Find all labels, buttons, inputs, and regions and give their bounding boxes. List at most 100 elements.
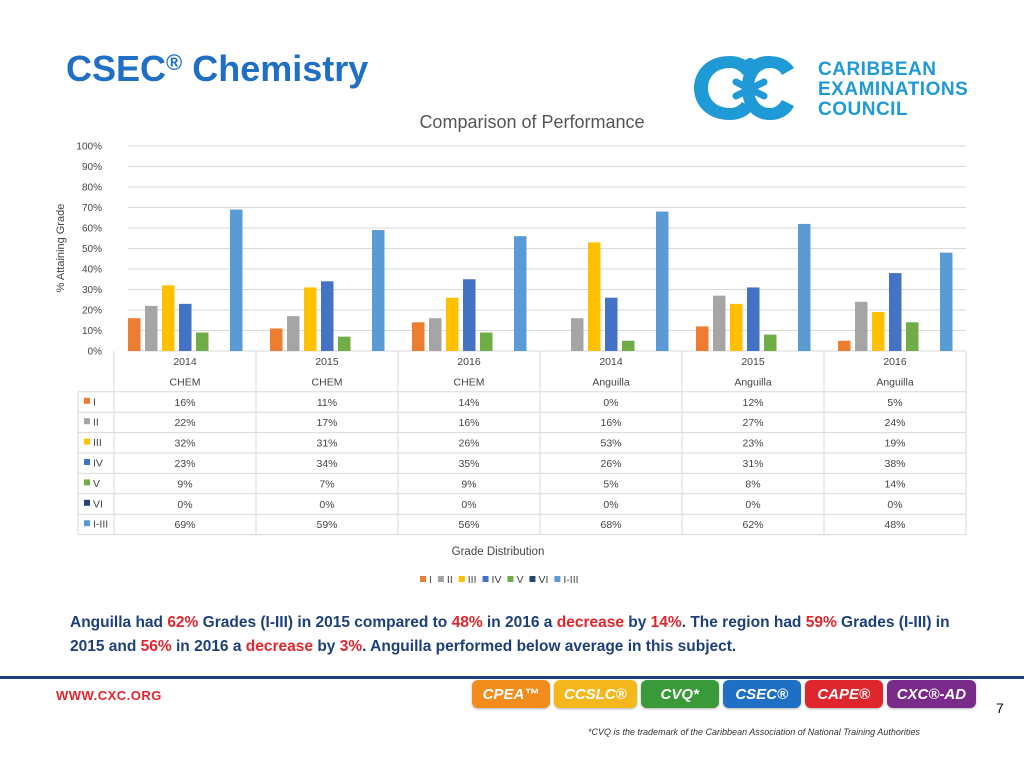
table-series-name: III xyxy=(93,437,102,449)
chart: 0% 10% 20% 30% 40% 50% 60% 70% 80% 90% 100% % Attai… xyxy=(55,142,967,586)
data-label: 0% xyxy=(177,499,192,511)
website-link[interactable]: WWW.CXC.ORG xyxy=(56,688,162,703)
y-tick-label: 30% xyxy=(82,285,102,296)
data-label: 0% xyxy=(461,499,476,511)
data-label: 0% xyxy=(319,499,334,511)
org-name-line2: EXAMINATIONS xyxy=(818,79,969,100)
x-tick-group: CHEM xyxy=(170,376,201,388)
y-tick-label: 50% xyxy=(82,244,102,255)
y-tick-label: 40% xyxy=(82,265,102,276)
data-label: 19% xyxy=(884,438,905,450)
page-number: 7 xyxy=(996,700,1004,716)
data-label: 62% xyxy=(742,519,763,531)
data-label: 5% xyxy=(603,478,618,490)
footer-divider xyxy=(0,676,1024,679)
chart-title: Comparison of Performance xyxy=(419,112,645,132)
summary-text: Anguilla had 62% Grades (I-III) in 2015 … xyxy=(70,614,950,655)
table-series-name: V xyxy=(93,478,100,490)
legend-key-V xyxy=(507,576,514,582)
y-tick-label: 100% xyxy=(76,142,102,153)
data-label: 31% xyxy=(742,458,763,470)
data-label: 16% xyxy=(458,417,479,429)
data-label: 0% xyxy=(745,499,760,511)
data-label: 38% xyxy=(884,458,905,470)
data-label: 0% xyxy=(603,397,618,409)
bar-V-5 xyxy=(906,322,919,351)
org-name-line1: CARIBBEAN xyxy=(818,59,937,80)
data-label: 48% xyxy=(884,519,905,531)
bar-II-5 xyxy=(855,301,868,351)
table-series-name: II xyxy=(93,417,99,429)
bar-II-2 xyxy=(429,318,442,351)
data-label: 31% xyxy=(316,438,337,450)
legend-label-III: III xyxy=(468,574,477,586)
table-series-name: IV xyxy=(93,458,103,470)
bar-I-III-2 xyxy=(514,236,527,351)
bar-V-3 xyxy=(622,340,635,351)
y-tick-label: 10% xyxy=(82,326,102,337)
org-name-line3: COUNCIL xyxy=(818,99,909,120)
x-axis-label: Grade Distribution xyxy=(452,546,545,558)
x-tick-group: Anguilla xyxy=(876,376,914,388)
data-label: 16% xyxy=(600,417,621,429)
data-label: 0% xyxy=(603,499,618,511)
bar-V-2 xyxy=(480,332,493,351)
data-label: 8% xyxy=(745,478,760,490)
x-tick-year: 2015 xyxy=(741,356,765,368)
legend-key-I-III xyxy=(554,576,561,582)
program-badges: CPEA™ CCSLC® CVQ* CSEC® CAPE® CXC®-AD xyxy=(472,680,977,708)
x-tick-year: 2014 xyxy=(599,356,623,368)
x-tick-group: CHEM xyxy=(454,376,485,388)
data-label: 23% xyxy=(174,458,195,470)
slide-title: CSEC® Chemistry xyxy=(66,48,369,89)
legend-label-IV: IV xyxy=(492,574,502,586)
x-tick-year: 2014 xyxy=(173,356,197,368)
data-label: 56% xyxy=(458,519,479,531)
table-legend-key xyxy=(84,418,90,425)
table-legend-key xyxy=(84,438,90,445)
x-tick-group: Anguilla xyxy=(592,376,630,388)
data-label: 24% xyxy=(884,417,905,429)
y-tick-label: 70% xyxy=(82,203,102,214)
bar-II-1 xyxy=(287,316,300,351)
data-label: 0% xyxy=(887,499,902,511)
data-label: 14% xyxy=(458,397,479,409)
bar-IV-5 xyxy=(889,273,902,351)
data-label: 11% xyxy=(317,397,337,409)
legend-key-III xyxy=(458,576,465,582)
table-legend-key xyxy=(84,499,90,506)
bar-II-3 xyxy=(571,318,584,351)
bar-I-III-3 xyxy=(656,211,669,351)
legend-key-I xyxy=(420,576,426,582)
data-label: 7% xyxy=(319,478,334,490)
trademark-note: *CVQ is the trademark of the Caribbean A… xyxy=(588,727,920,737)
badge-ccslc: CCSLC® xyxy=(554,680,637,708)
table-series-name: I-III xyxy=(93,519,108,531)
y-tick-label: 60% xyxy=(82,224,102,235)
table-series-name: I xyxy=(93,396,96,408)
data-label: 16% xyxy=(174,397,195,409)
y-tick-label: 0% xyxy=(88,347,103,358)
data-label: 27% xyxy=(742,417,763,429)
data-label: 26% xyxy=(458,438,479,450)
bar-I-5 xyxy=(838,340,851,351)
y-tick-label: 80% xyxy=(82,183,102,194)
legend-label-II: II xyxy=(447,574,453,586)
cxc-logo: CARIBBEAN EXAMINATIONS COUNCIL xyxy=(690,44,980,134)
x-tick-year: 2016 xyxy=(457,356,481,368)
legend-key-II xyxy=(437,576,444,582)
x-tick-group: CHEM xyxy=(312,376,343,388)
x-tick-year: 2016 xyxy=(883,356,907,368)
data-label: 14% xyxy=(884,478,905,490)
data-label: 59% xyxy=(316,519,337,531)
table-legend-key xyxy=(84,459,90,465)
legend-label-I-III: I-III xyxy=(563,574,578,586)
bar-II-4 xyxy=(713,295,726,351)
data-label: 17% xyxy=(316,417,337,429)
bar-IV-2 xyxy=(463,279,476,351)
legend-key-VI xyxy=(529,576,536,582)
bar-I-III-1 xyxy=(372,230,385,351)
badge-cape: CAPE® xyxy=(804,680,883,708)
legend-label-I: I xyxy=(429,574,432,586)
data-label: 68% xyxy=(600,519,621,531)
